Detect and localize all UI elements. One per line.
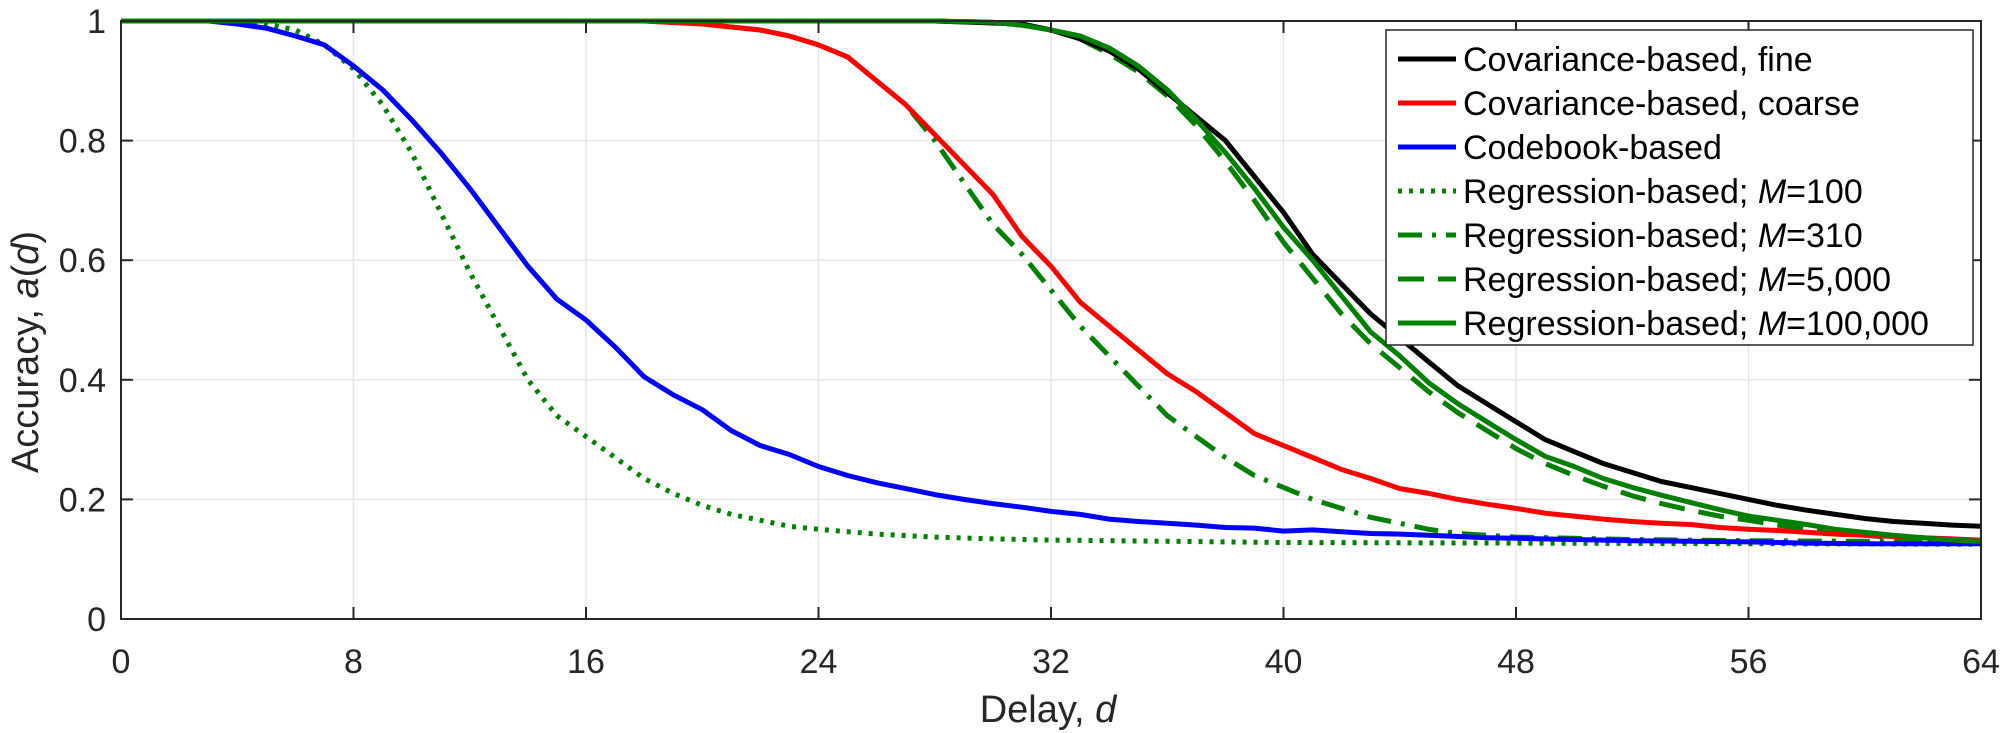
x-tick-label: 8 [344, 643, 363, 681]
y-axis-title-text: Accuracy, [5, 299, 47, 474]
x-axis-title: Delay, d [980, 689, 1118, 731]
y-axis-title-argument: d [5, 242, 47, 265]
y-tick-label: 0.2 [59, 481, 106, 519]
x-axis-title-text: Delay, [980, 689, 1095, 731]
series-line-0 [121, 18, 1982, 529]
x-tick-label: 48 [1497, 643, 1535, 681]
legend-box [1385, 29, 1974, 346]
y-tick-label: 0 [87, 601, 106, 639]
y-tick-label: 0.6 [59, 242, 106, 280]
y-tick-label: 0.4 [59, 362, 106, 400]
x-tick-label: 64 [1962, 643, 2000, 681]
legend: Covariance-based, fine Covariance-based, … [1385, 29, 1974, 346]
y-axis-ticks: 0 0.2 0.4 0.6 0.8 1 [59, 3, 1981, 639]
x-axis-ticks: 0 8 16 24 32 40 48 56 64 [112, 21, 2000, 681]
legend-label-6: Regression-based; M=100,000 [1463, 305, 1929, 343]
y-axis-title-paren-open: ( [5, 264, 47, 277]
y-tick-label: 1 [87, 3, 106, 41]
series-line-1 [121, 18, 1982, 543]
legend-label-0: Covariance-based, fine [1463, 41, 1813, 79]
y-axis-title-function: a [5, 277, 47, 298]
legend-label-1: Covariance-based, coarse [1463, 85, 1860, 123]
x-tick-label: 40 [1265, 643, 1303, 681]
legend-entries: Covariance-based, fine Covariance-based, … [1398, 41, 1929, 343]
x-tick-label: 56 [1730, 643, 1768, 681]
x-tick-label: 0 [112, 643, 131, 681]
x-tick-label: 32 [1032, 643, 1070, 681]
legend-label-4: Regression-based; M=310 [1463, 217, 1863, 255]
x-tick-label: 24 [800, 643, 838, 681]
legend-label-3: Regression-based; M=100 [1463, 173, 1863, 211]
x-axis-title-variable: d [1095, 689, 1118, 731]
series-line-2 [121, 18, 1981, 547]
y-tick-label: 0.8 [59, 123, 106, 161]
series-line-6 [121, 18, 1982, 544]
y-axis-title: Accuracy, a(d) [5, 231, 47, 473]
plot-lines [121, 18, 1982, 547]
y-axis-title-paren-close: ) [5, 231, 47, 244]
series-line-5 [121, 18, 1982, 545]
legend-label-5: Regression-based; M=5,000 [1463, 261, 1891, 299]
x-tick-label: 16 [567, 643, 605, 681]
legend-label-2: Codebook-based [1463, 129, 1722, 167]
